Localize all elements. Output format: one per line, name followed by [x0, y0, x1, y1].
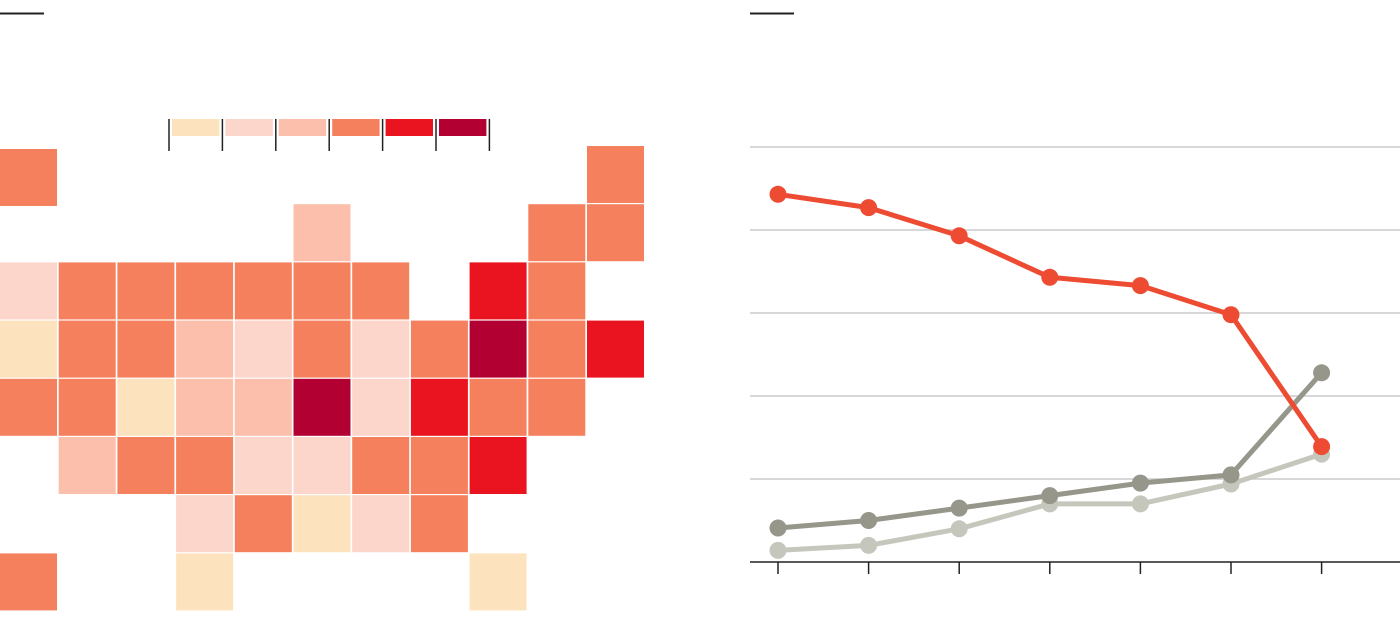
tile-r1-c10 — [587, 204, 644, 262]
tile-r7-c8 — [469, 553, 527, 611]
tile-r6-c6 — [352, 495, 410, 553]
tile-r2-c0 — [0, 262, 57, 320]
tile-r4-c7 — [410, 378, 468, 436]
legend-swatch-4 — [385, 119, 433, 136]
gridlines — [750, 146, 1400, 480]
series-2-point-0 — [769, 541, 787, 559]
tile-r4-c6 — [352, 378, 410, 436]
series-0-point-2 — [950, 227, 968, 245]
series-2-point-2 — [950, 520, 968, 538]
series-1-point-1 — [860, 512, 878, 529]
tile-r6-c7 — [410, 495, 468, 553]
tile-r1-c5 — [293, 204, 351, 262]
tile-r2-c1 — [58, 262, 116, 320]
tile-r5-c6 — [352, 437, 410, 494]
tile-r5-c1 — [58, 437, 116, 494]
tile-r3-c7 — [410, 320, 468, 378]
tile-r3-c9 — [528, 320, 586, 378]
series-group — [769, 185, 1331, 559]
tile-r5-c5 — [293, 437, 351, 494]
tile-r2-c3 — [176, 262, 234, 320]
tile-r3-c5 — [293, 320, 351, 378]
color-legend — [168, 119, 491, 151]
tile-r6-c5 — [293, 495, 351, 553]
tile-r7-c3 — [176, 553, 234, 611]
series-0-point-6 — [1313, 438, 1331, 456]
tile-r6-c3 — [176, 495, 234, 553]
tile-r4-c5 — [293, 378, 351, 436]
series-0-point-1 — [860, 199, 878, 217]
tile-r3-c2 — [117, 320, 175, 378]
tile-r0-c10 — [587, 146, 644, 203]
tile-r3-c4 — [234, 320, 292, 378]
series-1-point-6 — [1313, 364, 1331, 382]
x-axis — [750, 561, 1400, 574]
series-1-point-4 — [1131, 474, 1149, 492]
tile-r5-c8 — [469, 437, 527, 494]
tile-r7-c0 — [0, 553, 57, 611]
tile-r4-c3 — [176, 378, 234, 436]
line-chart-panel — [750, 12, 1400, 574]
tile-r3-c3 — [176, 320, 234, 378]
tile-r3-c8 — [469, 320, 527, 378]
series-2-point-4 — [1131, 495, 1149, 513]
tile-r4-c0 — [0, 378, 57, 436]
tile-r3-c6 — [352, 320, 410, 378]
tile-r4-c8 — [469, 378, 527, 436]
tile-r6-c4 — [234, 495, 292, 553]
series-0-point-4 — [1131, 277, 1149, 295]
tile-r2-c2 — [117, 262, 175, 320]
series-0-point-5 — [1222, 306, 1240, 324]
tile-r2-c4 — [234, 262, 292, 320]
tile-r2-c6 — [352, 262, 410, 320]
tile-r0-c0 — [0, 149, 57, 206]
legend-swatch-1 — [225, 119, 273, 136]
tile-r4-c1 — [58, 378, 116, 436]
legend-swatch-5 — [439, 119, 487, 136]
tile-r2-c5 — [293, 262, 351, 320]
series-1-point-5 — [1222, 466, 1240, 484]
tile-r4-c2 — [117, 378, 175, 436]
tile-r5-c2 — [117, 437, 175, 494]
tile-r1-c9 — [528, 204, 586, 262]
series-1-point-3 — [1041, 487, 1059, 505]
legend-swatch-3 — [332, 119, 380, 136]
tile-r2-c9 — [528, 262, 586, 320]
tile-map-panel — [0, 12, 644, 611]
tile-r5-c3 — [176, 437, 234, 494]
tile-r2-c8 — [469, 262, 527, 320]
series-0-point-0 — [769, 185, 787, 203]
series-0-line — [775, 191, 1325, 450]
series-1 — [769, 364, 1331, 537]
tile-r3-c0 — [0, 320, 57, 378]
tile-r5-c7 — [410, 437, 468, 494]
legend-swatch-0 — [172, 119, 220, 136]
tile-r3-c10 — [587, 320, 644, 378]
series-1-point-0 — [769, 519, 787, 537]
series-0 — [769, 185, 1331, 456]
tile-grid — [0, 146, 644, 611]
series-1-point-2 — [950, 499, 968, 517]
tile-r3-c1 — [58, 320, 116, 378]
tile-r5-c4 — [234, 437, 292, 494]
legend-swatch-2 — [278, 119, 327, 136]
tile-r4-c9 — [528, 378, 586, 436]
series-0-point-3 — [1041, 268, 1059, 286]
tile-r4-c4 — [234, 378, 292, 436]
series-2-point-1 — [860, 536, 878, 554]
